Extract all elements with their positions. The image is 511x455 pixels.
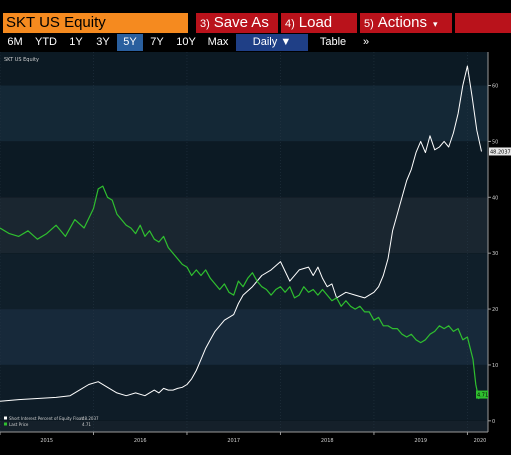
y-tick-label: 10 bbox=[492, 363, 498, 369]
chart-series bbox=[0, 65, 482, 402]
legend-value: 48.2037 bbox=[82, 416, 99, 421]
chart-gridlines bbox=[0, 52, 468, 432]
chart-band bbox=[0, 253, 488, 310]
chart-band bbox=[0, 309, 488, 365]
short-interest-tag bbox=[489, 147, 511, 156]
x-axis: 2015 2016 2017 2018 2019 2020 bbox=[0, 432, 486, 444]
chart-band bbox=[0, 141, 488, 198]
range-1y-button[interactable]: 1Y bbox=[69, 36, 83, 48]
actions-caret-icon: ▾ bbox=[432, 19, 438, 29]
frequency-label: Daily bbox=[252, 36, 278, 48]
y-tick-label: 30 bbox=[492, 251, 498, 257]
y-tick-label: 20 bbox=[492, 307, 498, 313]
actions-button[interactable]: 5) Actions ▾ bbox=[360, 13, 452, 33]
range-6m-button[interactable]: 6M bbox=[7, 36, 23, 48]
range-ytd-button[interactable]: YTD bbox=[35, 36, 57, 48]
x-tick-label: 2018 bbox=[321, 438, 334, 444]
range-7y-button[interactable]: 7Y bbox=[150, 36, 164, 48]
frequency-dropdown[interactable]: Daily ▼ bbox=[236, 34, 308, 51]
range-toolbar: 6M YTD 1Y 3Y 5Y 7Y 10Y Max Daily ▼ Table… bbox=[0, 34, 511, 51]
range-max-button[interactable]: Max bbox=[207, 36, 229, 48]
y-tick-label: 50 bbox=[492, 139, 498, 145]
command-bar: SKT US Equity 3) Save As 4) Load 5) Actions… bbox=[0, 0, 511, 33]
last-value-tags: 48.2037 4.71 bbox=[476, 147, 511, 399]
legend-swatch bbox=[4, 416, 7, 420]
price-tag-value: 4.71 bbox=[477, 393, 488, 399]
x-tick-label: 2016 bbox=[134, 438, 147, 444]
more-options-icon[interactable]: » bbox=[362, 36, 370, 48]
legend-swatch bbox=[4, 422, 7, 426]
y-tick-label: 60 bbox=[492, 84, 498, 90]
chart-band bbox=[0, 52, 488, 86]
chart-band bbox=[0, 420, 488, 432]
chart-band bbox=[0, 197, 488, 254]
y-axis: 0 10 20 30 40 50 60 bbox=[488, 84, 498, 425]
short-interest-tag-value: 48.2037 bbox=[490, 149, 511, 155]
short-interest-line bbox=[0, 65, 482, 402]
legend-label: Last Price bbox=[9, 422, 29, 427]
chart-background-bands bbox=[0, 52, 511, 455]
axis-background bbox=[0, 432, 511, 455]
ticker-field[interactable]: SKT US Equity bbox=[3, 13, 188, 33]
x-tick-label: 2020 bbox=[474, 438, 487, 444]
actions-shortcut: 5) bbox=[364, 18, 374, 30]
y-tick-label: 40 bbox=[492, 195, 498, 201]
price-tag bbox=[476, 390, 488, 399]
x-tick-label: 2017 bbox=[227, 438, 240, 444]
legend-label: Short Interest Percent of Equity Float bbox=[9, 416, 83, 421]
x-tick-label: 2015 bbox=[40, 438, 53, 444]
chart-title: SKT US Equity bbox=[4, 57, 39, 63]
price-chart[interactable]: SKT US Equity 0 10 20 30 40 50 60 2015 2016 2017… bbox=[0, 52, 511, 455]
load-label: Load bbox=[298, 14, 333, 31]
chart-band bbox=[0, 364, 488, 421]
frequency-caret-icon: ▼ bbox=[280, 36, 292, 48]
y-tick-label: 0 bbox=[492, 419, 495, 425]
load-button[interactable]: 4) Load bbox=[281, 13, 357, 33]
range-5y-button[interactable]: 5Y bbox=[117, 34, 143, 51]
last-price-line bbox=[0, 185, 482, 400]
save-as-label: Save As bbox=[213, 14, 269, 31]
x-tick-label: 2019 bbox=[414, 438, 427, 444]
save-as-button[interactable]: 3) Save As bbox=[196, 13, 278, 33]
range-10y-button[interactable]: 10Y bbox=[176, 36, 196, 48]
actions-label: Actions bbox=[377, 14, 427, 31]
chart-svg: SKT US Equity 0 10 20 30 40 50 60 2015 2016 2017… bbox=[0, 52, 511, 455]
legend-value: 4.71 bbox=[82, 422, 91, 427]
load-shortcut: 4) bbox=[285, 18, 295, 30]
table-button[interactable]: Table bbox=[319, 36, 347, 48]
save-as-shortcut: 3) bbox=[200, 18, 210, 30]
range-3y-button[interactable]: 3Y bbox=[96, 36, 110, 48]
chart-band bbox=[0, 85, 488, 142]
command-bar-filler bbox=[455, 13, 511, 33]
chart-legend: Short Interest Percent of Equity Float 48… bbox=[4, 416, 99, 427]
